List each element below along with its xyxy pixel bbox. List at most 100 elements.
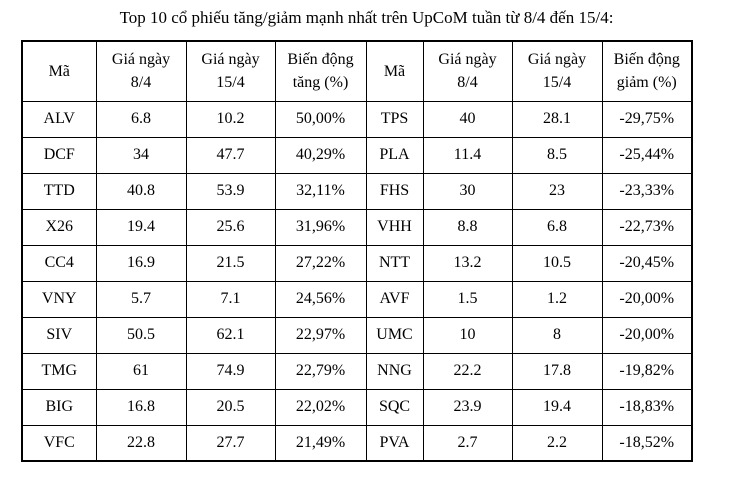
cell-gain-change: 32,11%: [274, 172, 367, 210]
cell-loss-price-15-4: 8: [511, 316, 603, 354]
header-loss-price-15-4: Giá ngày 15/4: [511, 40, 603, 102]
cell-loss-price-8-4: 40: [422, 100, 513, 138]
cell-loss-price-8-4: 1.5: [422, 280, 513, 318]
cell-loss-change: -25,44%: [601, 136, 693, 174]
cell-loss-price-15-4: 10.5: [511, 244, 603, 282]
cell-gain-code: TTD: [21, 172, 97, 210]
cell-loss-change: -19,82%: [601, 352, 693, 390]
cell-loss-price-15-4: 1.2: [511, 280, 603, 318]
cell-gain-price-8-4: 19.4: [95, 208, 187, 246]
header-text: 8/4: [130, 74, 152, 92]
cell-loss-price-8-4: 2.7: [422, 424, 513, 462]
cell-loss-code: PLA: [365, 136, 424, 174]
cell-gain-price-8-4: 16.9: [95, 244, 187, 282]
table-row: ALV 6.8 10.2 50,00% TPS 40 28.1 -29,75%: [21, 100, 693, 138]
header-text: giảm (%): [616, 74, 677, 92]
header-text: 8/4: [457, 74, 478, 92]
cell-gain-price-8-4: 6.8: [95, 100, 187, 138]
header-text: 15/4: [216, 74, 245, 92]
cell-gain-change: 50,00%: [274, 100, 367, 138]
header-gain-code: Mã: [21, 40, 97, 102]
cell-gain-price-15-4: 74.9: [185, 352, 276, 390]
cell-gain-code: ALV: [21, 100, 97, 138]
header-gain-price-8-4: Giá ngày 8/4: [95, 40, 187, 102]
cell-gain-code: X26: [21, 208, 97, 246]
cell-loss-price-15-4: 6.8: [511, 208, 603, 246]
table-row: VNY 5.7 7.1 24,56% AVF 1.5 1.2 -20,00%: [21, 280, 693, 318]
header-loss-code: Mã: [365, 40, 424, 102]
cell-loss-price-8-4: 10: [422, 316, 513, 354]
header-text: Mã: [383, 62, 406, 80]
header-text: Giá ngày: [201, 51, 260, 69]
cell-loss-code: UMC: [365, 316, 424, 354]
table-row: TTD 40.8 53.9 32,11% FHS 30 23 -23,33%: [21, 172, 693, 210]
cell-gain-price-15-4: 10.2: [185, 100, 276, 138]
table-row: SIV 50.5 62.1 22,97% UMC 10 8 -20,00%: [21, 316, 693, 354]
cell-gain-change: 31,96%: [274, 208, 367, 246]
header-row: Mã Giá ngày 8/4 Giá ngày 15/4 Biến động …: [21, 40, 693, 102]
cell-gain-change: 22,97%: [274, 316, 367, 354]
table-row: BIG 16.8 20.5 22,02% SQC 23.9 19.4 -18,8…: [21, 388, 693, 426]
cell-gain-code: TMG: [21, 352, 97, 390]
cell-loss-price-8-4: 8.8: [422, 208, 513, 246]
table-row: CC4 16.9 21.5 27,22% NTT 13.2 10.5 -20,4…: [21, 244, 693, 282]
cell-gain-code: CC4: [21, 244, 97, 282]
cell-loss-price-8-4: 13.2: [422, 244, 513, 282]
cell-gain-price-15-4: 47.7: [185, 136, 276, 174]
cell-loss-code: PVA: [365, 424, 424, 462]
cell-gain-price-8-4: 16.8: [95, 388, 187, 426]
header-text: Mã: [48, 62, 70, 80]
cell-loss-price-15-4: 23: [511, 172, 603, 210]
cell-gain-price-15-4: 62.1: [185, 316, 276, 354]
cell-loss-code: VHH: [365, 208, 424, 246]
cell-loss-code: NNG: [365, 352, 424, 390]
cell-gain-change: 27,22%: [274, 244, 367, 282]
cell-loss-price-15-4: 19.4: [511, 388, 603, 426]
cell-loss-code: FHS: [365, 172, 424, 210]
cell-loss-price-15-4: 8.5: [511, 136, 603, 174]
cell-loss-code: TPS: [365, 100, 424, 138]
cell-loss-change: -20,00%: [601, 280, 693, 318]
cell-loss-price-15-4: 17.8: [511, 352, 603, 390]
table-row: TMG 61 74.9 22,79% NNG 22.2 17.8 -19,82%: [21, 352, 693, 390]
cell-gain-price-8-4: 50.5: [95, 316, 187, 354]
header-text: Giá ngày: [111, 51, 171, 69]
cell-gain-change: 21,49%: [274, 424, 367, 462]
cell-loss-price-15-4: 2.2: [511, 424, 603, 462]
cell-gain-change: 24,56%: [274, 280, 367, 318]
cell-loss-change: -20,45%: [601, 244, 693, 282]
header-text: Giá ngày: [438, 51, 497, 69]
cell-gain-code: VNY: [21, 280, 97, 318]
cell-loss-price-8-4: 22.2: [422, 352, 513, 390]
header-text: 15/4: [542, 74, 572, 92]
cell-loss-change: -29,75%: [601, 100, 693, 138]
cell-gain-code: SIV: [21, 316, 97, 354]
upcom-stock-table: Mã Giá ngày 8/4 Giá ngày 15/4 Biến động …: [21, 40, 693, 462]
cell-gain-code: DCF: [21, 136, 97, 174]
header-text: Giá ngày: [527, 51, 587, 69]
cell-gain-price-8-4: 5.7: [95, 280, 187, 318]
cell-gain-change: 40,29%: [274, 136, 367, 174]
cell-loss-change: -20,00%: [601, 316, 693, 354]
header-gain-change: Biến động tăng (%): [274, 40, 367, 102]
table-title: Top 10 cổ phiếu tăng/giảm mạnh nhất trên…: [119, 8, 614, 27]
cell-loss-price-8-4: 30: [422, 172, 513, 210]
cell-loss-change: -23,33%: [601, 172, 693, 210]
cell-loss-code: NTT: [365, 244, 424, 282]
cell-gain-price-15-4: 25.6: [185, 208, 276, 246]
table-row: DCF 34 47.7 40,29% PLA 11.4 8.5 -25,44%: [21, 136, 693, 174]
header-gain-price-15-4: Giá ngày 15/4: [185, 40, 276, 102]
cell-gain-code: VFC: [21, 424, 97, 462]
cell-gain-change: 22,79%: [274, 352, 367, 390]
cell-loss-change: -18,83%: [601, 388, 693, 426]
cell-gain-code: BIG: [21, 388, 97, 426]
cell-gain-price-15-4: 53.9: [185, 172, 276, 210]
header-text: Biến động: [613, 51, 680, 69]
header-text: tăng (%): [292, 74, 349, 92]
cell-gain-price-15-4: 21.5: [185, 244, 276, 282]
cell-loss-code: AVF: [365, 280, 424, 318]
cell-gain-price-8-4: 61: [95, 352, 187, 390]
cell-loss-code: SQC: [365, 388, 424, 426]
cell-loss-price-15-4: 28.1: [511, 100, 603, 138]
cell-loss-price-8-4: 11.4: [422, 136, 513, 174]
